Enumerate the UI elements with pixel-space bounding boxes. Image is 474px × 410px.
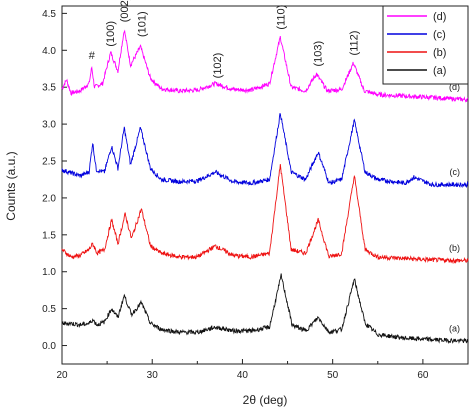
legend-entry: (b) bbox=[433, 47, 446, 59]
series-line-d bbox=[61, 29, 469, 103]
peak-label: (101) bbox=[136, 11, 148, 37]
legend: (d) (c) (b) (a) bbox=[382, 5, 469, 85]
y-tick-label: 3.5 bbox=[42, 83, 56, 94]
y-tick-label: 1.5 bbox=[42, 230, 56, 241]
peak-label: (112) bbox=[348, 31, 360, 56]
y-axis-ticks: 0.0 0.5 1.0 1.5 2.0 2.5 3.0 3.5 4.0 4.5 bbox=[42, 9, 67, 352]
x-tick-label: 30 bbox=[147, 370, 159, 381]
y-tick-label: 2.5 bbox=[42, 157, 56, 168]
x-axis-label: 2θ (deg) bbox=[243, 393, 288, 407]
peak-annotations: # (100)(002) (101) (102) (110) (103) (112) bbox=[89, 0, 361, 78]
x-tick-label: 60 bbox=[417, 370, 429, 381]
series-line-c bbox=[61, 113, 469, 189]
legend-entry: (c) bbox=[433, 29, 446, 41]
x-tick-label: 20 bbox=[56, 370, 68, 381]
legend-box bbox=[382, 5, 469, 85]
x-axis-ticks: 20 30 40 50 60 bbox=[56, 359, 429, 381]
y-tick-label: 3.0 bbox=[42, 120, 56, 131]
series-layer bbox=[61, 29, 469, 344]
legend-entry: (a) bbox=[433, 65, 446, 77]
y-tick-label: 0.0 bbox=[42, 341, 56, 352]
y-tick-label: 1.0 bbox=[42, 267, 56, 278]
y-tick-label: 0.5 bbox=[42, 304, 56, 315]
curve-tags: (d) (c) (b) (a) bbox=[449, 82, 460, 333]
curve-tag: (a) bbox=[449, 324, 460, 334]
curve-tag: (d) bbox=[449, 82, 460, 92]
y-tick-label: 2.0 bbox=[42, 193, 56, 204]
x-tick-label: 50 bbox=[327, 370, 339, 381]
legend-entry: (d) bbox=[433, 11, 446, 23]
peak-label: (102) bbox=[212, 53, 224, 79]
series-line-a bbox=[61, 273, 469, 344]
plot-frame bbox=[61, 5, 469, 365]
curve-tag: (b) bbox=[449, 243, 460, 253]
x-tick-label: 40 bbox=[237, 370, 249, 381]
peak-label: (100) bbox=[105, 21, 117, 47]
peak-label: # bbox=[89, 50, 96, 62]
y-tick-label: 4.5 bbox=[42, 9, 56, 20]
peak-label: (002) bbox=[119, 0, 131, 22]
peak-label: (110) bbox=[275, 5, 287, 30]
curve-tag: (c) bbox=[450, 167, 461, 177]
peak-label: (103) bbox=[312, 41, 324, 67]
y-tick-label: 4.0 bbox=[42, 46, 56, 57]
y-axis-label: Counts (a.u.) bbox=[4, 151, 18, 220]
series-line-b bbox=[61, 164, 469, 265]
